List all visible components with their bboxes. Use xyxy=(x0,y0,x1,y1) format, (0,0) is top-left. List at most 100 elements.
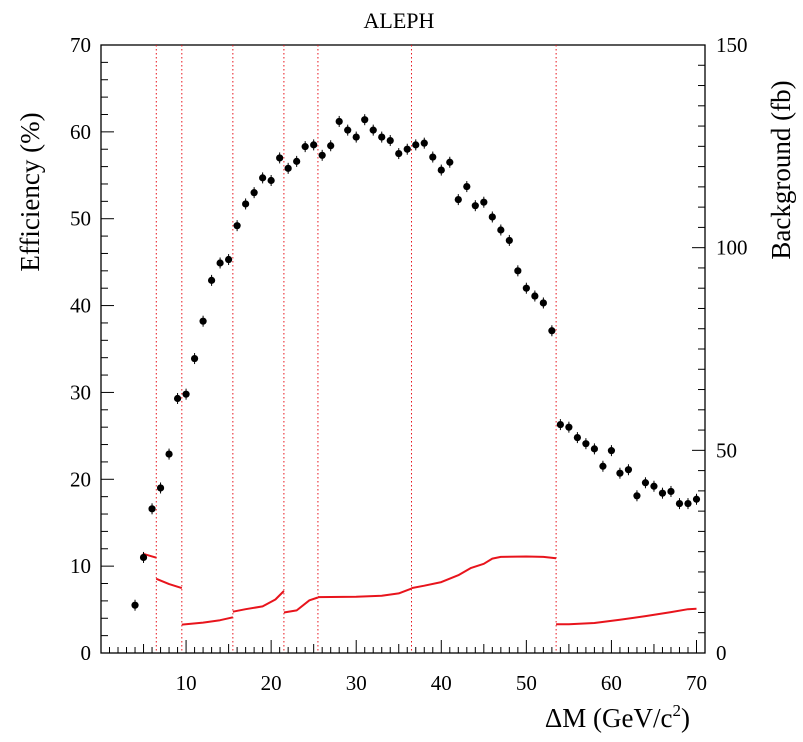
efficiency-point xyxy=(156,484,165,492)
efficiency-point xyxy=(293,157,301,165)
efficiency-point xyxy=(437,166,445,174)
background-curve-segment xyxy=(181,616,234,626)
efficiency-point xyxy=(446,158,454,166)
y2-tick-label: 0 xyxy=(716,641,727,665)
efficiency-point xyxy=(139,553,148,562)
efficiency-point xyxy=(344,126,352,134)
efficiency-point xyxy=(403,145,411,153)
y2-axis-label: Background (fb) xyxy=(766,80,796,259)
x-tick-label: 60 xyxy=(601,671,622,695)
y-tick-label: 40 xyxy=(70,294,91,318)
efficiency-point xyxy=(301,143,309,151)
x-tick-label: 70 xyxy=(686,671,707,695)
background-curve-segment xyxy=(283,596,319,614)
y-tick-label: 30 xyxy=(70,380,91,404)
chart-title: ALEPH xyxy=(364,8,435,33)
efficiency-point xyxy=(463,182,471,191)
background-curve-segment xyxy=(411,555,557,590)
efficiency-point xyxy=(412,141,420,149)
efficiency-point xyxy=(233,222,241,230)
background-curve-segment xyxy=(232,590,285,613)
efficiency-point xyxy=(199,317,207,325)
efficiency-point xyxy=(267,176,275,185)
efficiency-point xyxy=(607,447,616,455)
efficiency-point xyxy=(250,189,258,197)
x-tick-label: 20 xyxy=(261,671,282,695)
efficiency-point xyxy=(480,198,488,206)
region-boundaries xyxy=(155,45,557,653)
efficiency-point xyxy=(454,196,462,204)
x-axis-label-main: ΔM (GeV/c xyxy=(545,703,673,733)
efficiency-point xyxy=(216,259,224,267)
efficiency-point xyxy=(352,133,360,141)
efficiency-point xyxy=(539,299,547,307)
efficiency-point xyxy=(667,487,675,496)
efficiency-point xyxy=(658,489,667,497)
x-tick-label: 30 xyxy=(346,671,367,695)
y-tick-label: 70 xyxy=(70,33,91,57)
y2-tick-label: 100 xyxy=(716,236,748,260)
efficiency-point xyxy=(616,469,624,477)
efficiency-point xyxy=(675,500,684,508)
efficiency-point xyxy=(692,495,701,503)
efficiency-point xyxy=(556,420,564,429)
y-tick-label: 50 xyxy=(70,207,91,231)
background-curve-segment xyxy=(155,577,183,590)
background-curve-segment xyxy=(556,607,697,626)
efficiency-point xyxy=(565,423,573,431)
y-tick-label: 60 xyxy=(70,120,91,144)
efficiency-point xyxy=(420,139,428,147)
efficiency-point xyxy=(173,394,182,403)
background-curve xyxy=(142,552,697,626)
x-tick-label: 10 xyxy=(176,671,197,695)
efficiency-point xyxy=(318,151,326,159)
efficiency-point xyxy=(165,450,173,458)
y-axis-label: Efficiency (%) xyxy=(15,112,45,271)
x-axis-label-superscript: 2 xyxy=(673,701,682,720)
efficiency-point xyxy=(684,500,692,508)
efficiency-point xyxy=(573,433,581,442)
efficiency-point xyxy=(548,327,556,335)
efficiency-point xyxy=(182,390,190,398)
y-tick-label: 0 xyxy=(81,641,92,665)
efficiency-point xyxy=(335,117,343,126)
efficiency-point xyxy=(650,482,658,490)
efficiency-point xyxy=(276,154,284,162)
y2-tick-label: 50 xyxy=(716,438,737,462)
plot-frame xyxy=(100,44,706,654)
y-axis-efficiency: 0 10 20 30 40 50 60 70 xyxy=(70,33,114,665)
efficiency-points xyxy=(131,114,701,611)
y-tick-label: 20 xyxy=(70,467,91,491)
efficiency-point xyxy=(633,492,641,500)
efficiency-point xyxy=(369,126,377,134)
efficiency-point xyxy=(395,149,403,158)
efficiency-point xyxy=(624,466,633,474)
efficiency-point xyxy=(522,284,530,292)
efficiency-point xyxy=(514,267,522,275)
efficiency-point xyxy=(582,440,590,448)
efficiency-point xyxy=(225,255,233,264)
efficiency-point xyxy=(327,142,335,150)
x-tick-label: 50 xyxy=(516,671,537,695)
efficiency-point xyxy=(190,354,199,363)
efficiency-point xyxy=(361,116,369,124)
efficiency-point xyxy=(207,276,216,284)
x-tick-label: 40 xyxy=(431,671,452,695)
x-axis-label-close: ) xyxy=(681,703,690,733)
x-axis: 10 20 30 40 50 60 70 xyxy=(109,640,707,695)
y-axis-background: 0 50 100 150 xyxy=(692,33,748,665)
efficiency-point xyxy=(505,236,513,245)
efficiency-point xyxy=(599,462,607,470)
efficiency-point xyxy=(531,292,539,300)
efficiency-point xyxy=(590,445,599,453)
efficiency-point xyxy=(284,164,292,172)
y2-tick-label: 150 xyxy=(716,33,748,57)
efficiency-point xyxy=(641,479,650,487)
efficiency-point xyxy=(148,505,156,513)
efficiency-point xyxy=(471,202,479,210)
efficiency-point xyxy=(131,601,139,609)
efficiency-point xyxy=(497,226,505,234)
efficiency-point xyxy=(310,141,318,149)
x-axis-label: ΔM (GeV/c2) xyxy=(545,701,690,733)
